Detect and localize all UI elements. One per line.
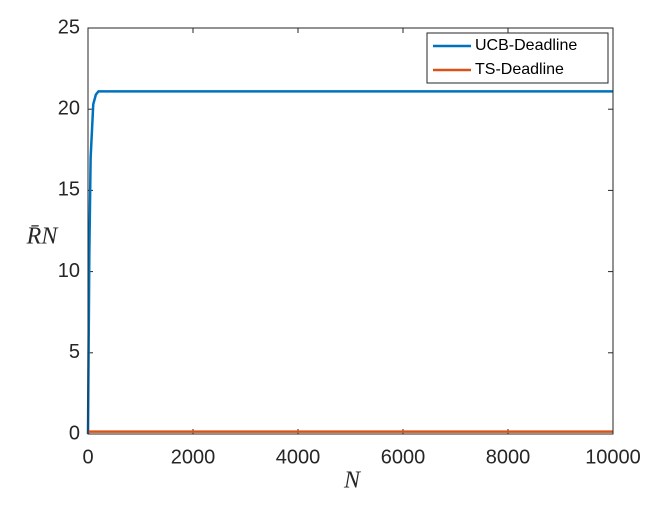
x-tick-label: 6000 [381,446,426,468]
y-tick-label: 20 [58,97,80,119]
plot-frame [87,27,614,435]
y-tick-label: 10 [58,260,80,282]
legend-label: UCB-Deadline [475,37,577,54]
y-tick-label: 25 [58,16,80,38]
legend-box [426,32,609,84]
y-axis-label: R̄N [26,224,60,250]
x-axis-label: N [343,468,362,494]
x-tick-label: 8000 [486,446,531,468]
y-tick-label: 5 [69,341,80,363]
x-tick-label: 4000 [276,446,321,468]
y-tick-label: 0 [69,422,80,444]
x-tick-label: 0 [82,446,93,468]
data-line [86,90,613,435]
x-tick-label: 10000 [585,446,641,468]
x-tick-label: 2000 [171,446,216,468]
y-tick-label: 15 [58,179,80,201]
legend-label: TS-Deadline [475,61,564,78]
